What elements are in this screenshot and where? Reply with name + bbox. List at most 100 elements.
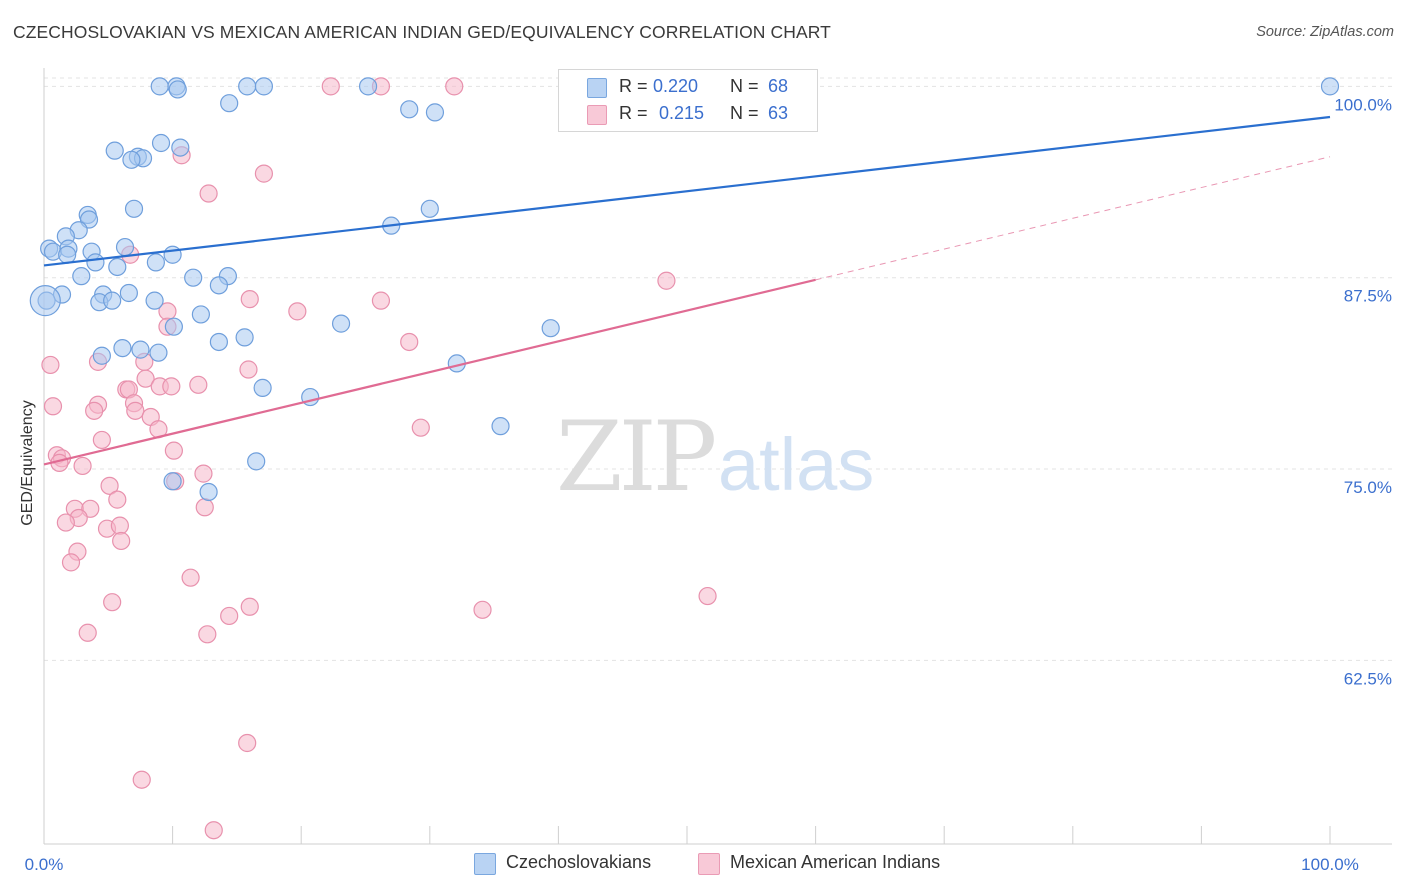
point-czechoslovakian bbox=[209, 276, 228, 295]
point-mexican-american-indian bbox=[78, 623, 97, 642]
point-czechoslovakian bbox=[72, 267, 91, 286]
point-czechoslovakian bbox=[131, 340, 150, 359]
bottom-legend-swatch-pink bbox=[698, 853, 720, 875]
point-czechoslovakian bbox=[541, 319, 560, 338]
legend-swatch-blue bbox=[587, 78, 607, 98]
correlation-legend: R = 0.220 N = 68 R = 0.215 N = 63 bbox=[558, 69, 818, 132]
point-czechoslovakian bbox=[149, 343, 168, 362]
legend-r-label: R = bbox=[619, 76, 648, 96]
point-mexican-american-indian bbox=[56, 513, 75, 532]
point-czechoslovakian bbox=[124, 199, 144, 218]
point-czechoslovakian bbox=[92, 346, 111, 365]
point-czechoslovakian bbox=[491, 417, 510, 436]
trend-line-czechoslovakians bbox=[43, 115, 1331, 267]
point-czechoslovakian bbox=[235, 328, 254, 347]
legend-n-label: N = bbox=[730, 103, 759, 123]
point-czechoslovakian bbox=[220, 94, 239, 113]
legend-r-label: R = bbox=[619, 103, 648, 123]
point-czechoslovakian bbox=[254, 77, 274, 96]
point-mexican-american-indian bbox=[100, 476, 119, 495]
point-czechoslovakian bbox=[238, 77, 257, 96]
point-czechoslovakian bbox=[115, 237, 135, 257]
x-tick-label-end: 100.0% bbox=[1301, 855, 1359, 874]
point-czechoslovakian bbox=[247, 452, 266, 471]
point-mexican-american-indian bbox=[240, 597, 259, 616]
chart-title: CZECHOSLOVAKIAN VS MEXICAN AMERICAN INDI… bbox=[13, 22, 831, 42]
point-czechoslovakian bbox=[420, 199, 439, 218]
trend-lines bbox=[43, 115, 1331, 466]
y-tick-label: 87.5% bbox=[1344, 287, 1392, 306]
series-czechoslovakians bbox=[29, 77, 1340, 502]
point-mexican-american-indian bbox=[61, 553, 81, 572]
point-mexican-american-indian bbox=[136, 369, 155, 388]
point-mexican-american-indian bbox=[371, 291, 391, 310]
point-czechoslovakian bbox=[119, 283, 138, 303]
y-axis-label: GED/Equivalency bbox=[19, 400, 36, 525]
point-czechoslovakian bbox=[209, 332, 228, 352]
point-czechoslovakian bbox=[163, 245, 182, 264]
point-mexican-american-indian bbox=[240, 290, 259, 309]
point-czechoslovakian bbox=[358, 77, 378, 96]
bottom-legend-label: Mexican American Indians bbox=[730, 852, 941, 872]
point-mexican-american-indian bbox=[657, 271, 676, 290]
point-czechoslovakian bbox=[171, 138, 190, 157]
point-mexican-american-indian bbox=[238, 733, 257, 753]
point-czechoslovakian bbox=[86, 253, 105, 272]
source-label: Source: ZipAtlas.com bbox=[1256, 24, 1394, 40]
point-mexican-american-indian bbox=[288, 302, 307, 321]
point-czechoslovakian bbox=[163, 472, 182, 491]
point-czechoslovakian bbox=[168, 80, 187, 99]
legend-n-value: 63 bbox=[768, 103, 789, 123]
axes bbox=[43, 68, 1392, 845]
point-czechoslovakian bbox=[164, 317, 183, 336]
trend-line-mexican-american-indians-extension bbox=[815, 156, 1331, 281]
point-mexican-american-indian bbox=[411, 418, 430, 437]
point-mexican-american-indian bbox=[194, 464, 213, 483]
point-mexican-american-indian bbox=[110, 516, 129, 535]
point-czechoslovakian bbox=[113, 338, 132, 358]
point-mexican-american-indian bbox=[85, 401, 104, 420]
point-mexican-american-indian bbox=[103, 593, 122, 612]
point-mexican-american-indian bbox=[400, 332, 419, 352]
point-czechoslovakian bbox=[425, 103, 445, 122]
point-mexican-american-indian bbox=[199, 184, 218, 203]
point-mexican-american-indian bbox=[698, 586, 717, 606]
tick-labels: 100.0% 87.5% 75.0% 62.5% 0.0% 100.0% bbox=[25, 95, 1392, 874]
point-mexican-american-indian bbox=[112, 531, 131, 551]
point-czechoslovakian bbox=[146, 253, 165, 272]
point-czechoslovakian bbox=[1320, 77, 1340, 96]
point-czechoslovakian bbox=[253, 378, 272, 397]
point-czechoslovakian bbox=[58, 245, 77, 264]
watermark: ZIP atlas bbox=[556, 401, 874, 513]
point-mexican-american-indian bbox=[204, 821, 223, 840]
point-mexican-american-indian bbox=[220, 606, 239, 626]
y-tick-label: 62.5% bbox=[1344, 669, 1392, 688]
legend-r-value: 0.215 bbox=[659, 103, 705, 123]
point-mexican-american-indian bbox=[164, 441, 183, 460]
point-mexican-american-indian bbox=[195, 498, 214, 517]
legend-swatch-pink bbox=[587, 105, 607, 125]
point-czechoslovakian bbox=[145, 291, 164, 310]
bottom-legend-swatch-blue bbox=[474, 853, 496, 875]
point-mexican-american-indian bbox=[445, 77, 464, 96]
point-mexican-american-indian bbox=[108, 490, 127, 509]
point-czechoslovakian-cluster bbox=[29, 285, 61, 317]
point-czechoslovakian bbox=[191, 305, 210, 324]
legend-n-label: N = bbox=[730, 76, 759, 96]
point-czechoslovakian bbox=[184, 268, 203, 287]
point-mexican-american-indian bbox=[92, 430, 111, 450]
point-mexican-american-indian bbox=[254, 164, 274, 183]
point-czechoslovakian bbox=[150, 77, 169, 96]
watermark-zip: ZIP bbox=[556, 401, 715, 513]
legend-n-value: 68 bbox=[768, 76, 789, 96]
bottom-legend-label: Czechoslovakians bbox=[506, 852, 652, 872]
point-czechoslovakian bbox=[151, 133, 171, 153]
point-mexican-american-indian bbox=[473, 600, 492, 619]
point-czechoslovakian bbox=[331, 314, 351, 333]
point-mexican-american-indian bbox=[189, 375, 208, 394]
point-czechoslovakian bbox=[400, 100, 419, 119]
point-mexican-american-indian bbox=[181, 568, 200, 587]
y-tick-label: 75.0% bbox=[1344, 478, 1392, 497]
point-mexican-american-indian bbox=[321, 77, 340, 96]
